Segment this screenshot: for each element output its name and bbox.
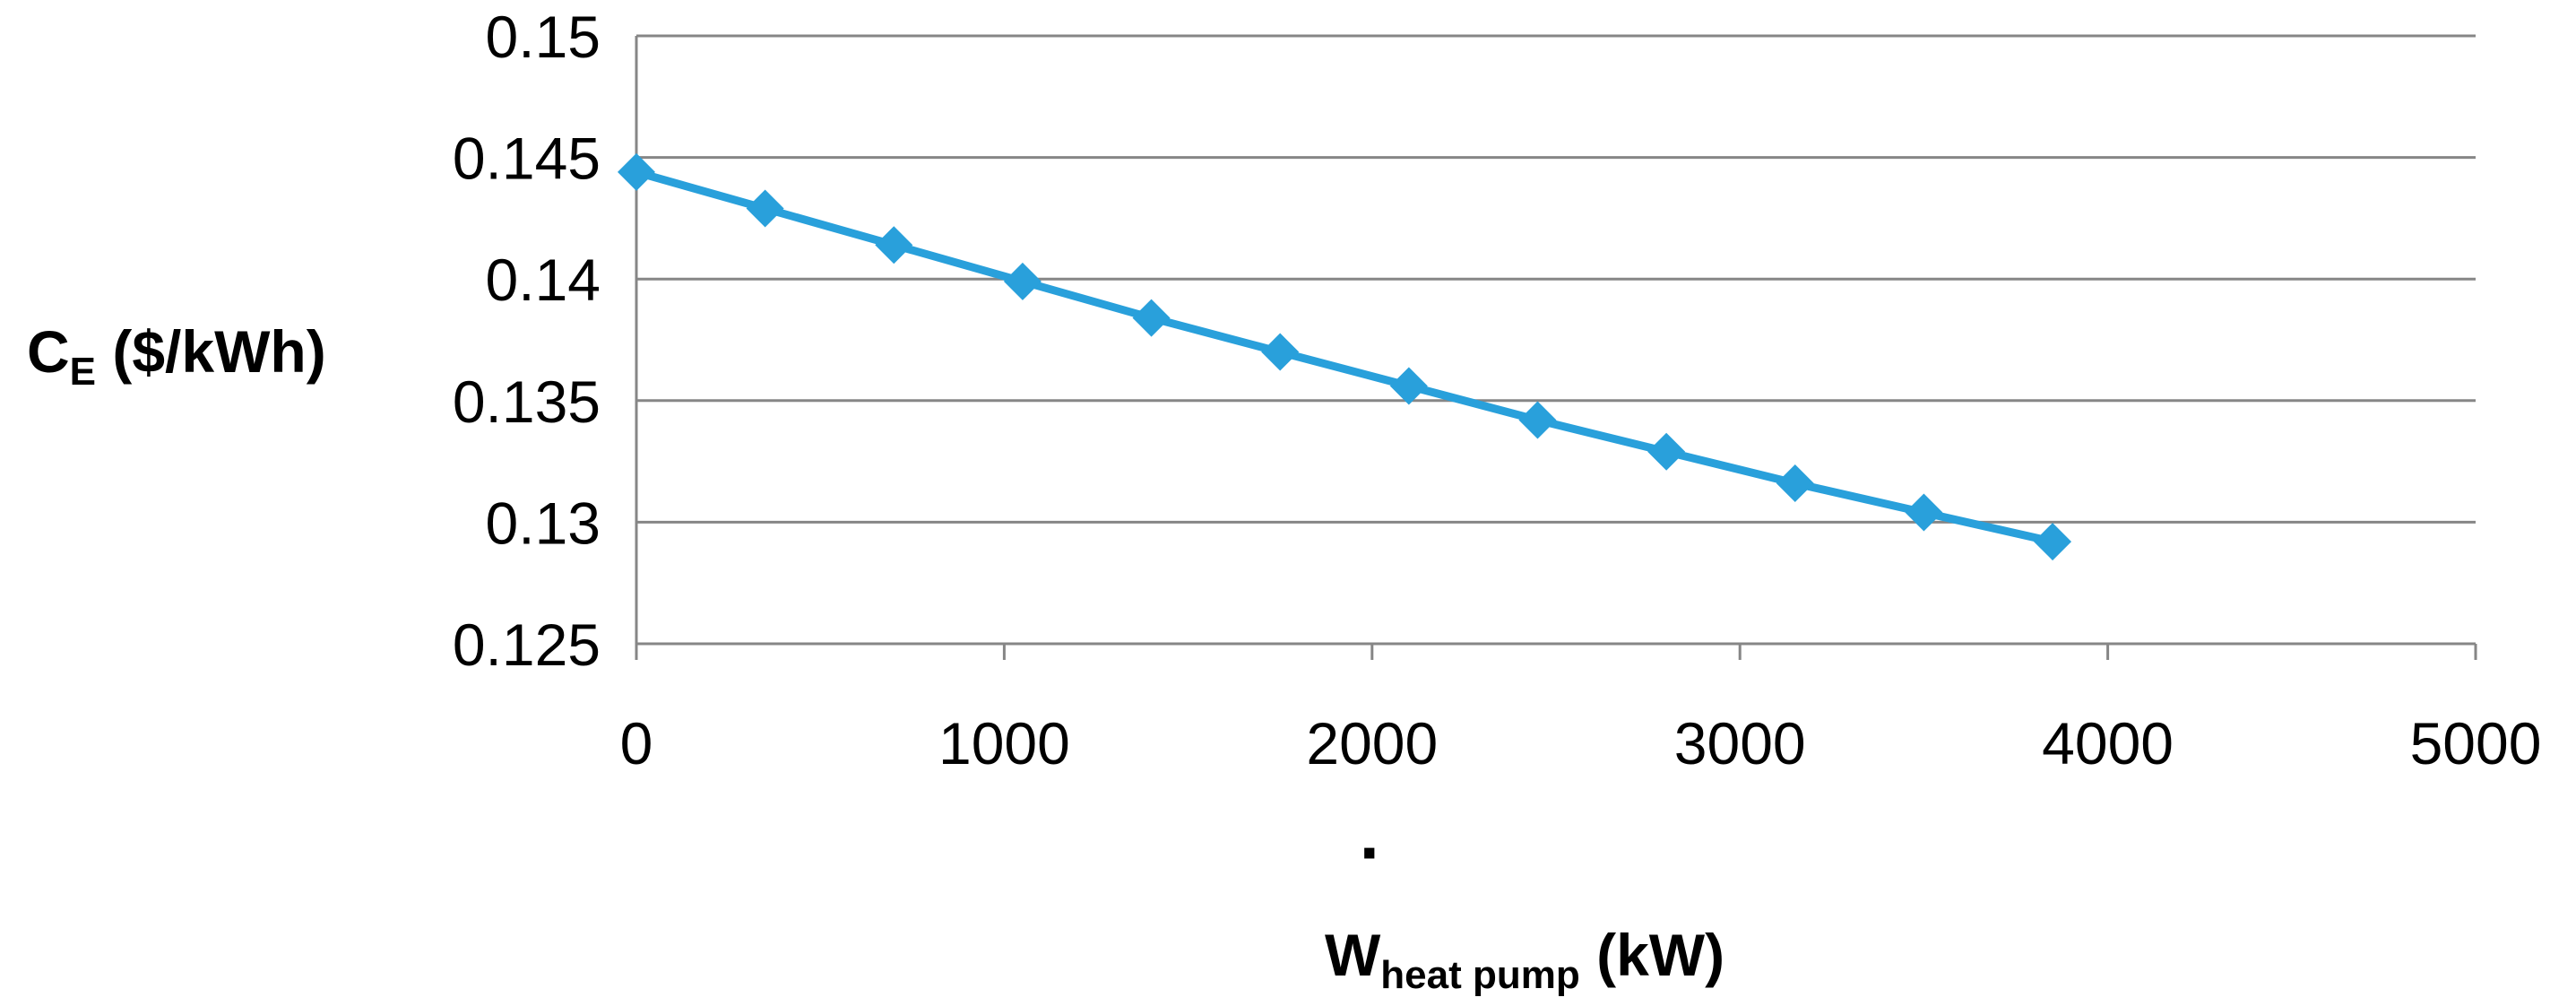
x-tick-label: 2000 — [1306, 710, 1438, 776]
series-line — [635, 168, 2053, 546]
y-tick-label: 0.135 — [453, 369, 601, 435]
data-point-marker — [1518, 401, 1557, 439]
y-axis-label: CE ($/kWh) — [27, 318, 326, 394]
y-tick-label: 0.145 — [453, 126, 601, 192]
data-point-marker — [1003, 262, 1042, 300]
y-axis-label-suffix: ($/kWh) — [96, 318, 326, 385]
x-axis-label-subscript: heat pump — [1380, 953, 1579, 997]
y-tick-label: 0.125 — [453, 611, 601, 678]
y-tick-label: 0.13 — [486, 490, 601, 556]
axis-labels: CE ($/kWh) · Wheat pump (kW) — [27, 318, 1725, 997]
data-point-marker — [2034, 523, 2072, 561]
data-point-marker — [1905, 493, 1943, 532]
data-point-marker — [1389, 367, 1428, 405]
y-tick-label: 0.15 — [486, 4, 601, 70]
y-tick-label: 0.14 — [486, 247, 601, 313]
y-axis-label-subscript: E — [70, 350, 96, 394]
data-point-marker — [618, 152, 655, 191]
data-point-marker — [1647, 432, 1686, 471]
data-point-marker — [875, 226, 913, 265]
x-tick-label: 0 — [620, 710, 653, 776]
data-point-marker — [746, 189, 784, 228]
data-point-marker — [1132, 299, 1171, 337]
grid-lines — [636, 34, 2476, 524]
x-axis-label: Wheat pump (kW) — [1325, 922, 1725, 997]
x-tick-label: 4000 — [2042, 710, 2174, 776]
x-tick-label: 3000 — [1674, 710, 1806, 776]
x-tick-label: 1000 — [938, 710, 1070, 776]
tick-labels: 0.125 0.13 0.135 0.14 0.145 0.15 0 1000 2000 3000… — [453, 4, 2542, 776]
y-axis-label-main: C — [27, 318, 70, 385]
x-axis-label-suffix: (kW) — [1580, 922, 1725, 988]
x-axis-label-dot: · — [1360, 812, 1384, 892]
axes — [635, 36, 2477, 660]
data-point-marker — [1776, 464, 1814, 503]
x-axis-label-main: W — [1325, 922, 1381, 988]
data-point-marker — [1261, 333, 1300, 371]
x-tick-label: 5000 — [2410, 710, 2542, 776]
series — [618, 152, 2072, 561]
